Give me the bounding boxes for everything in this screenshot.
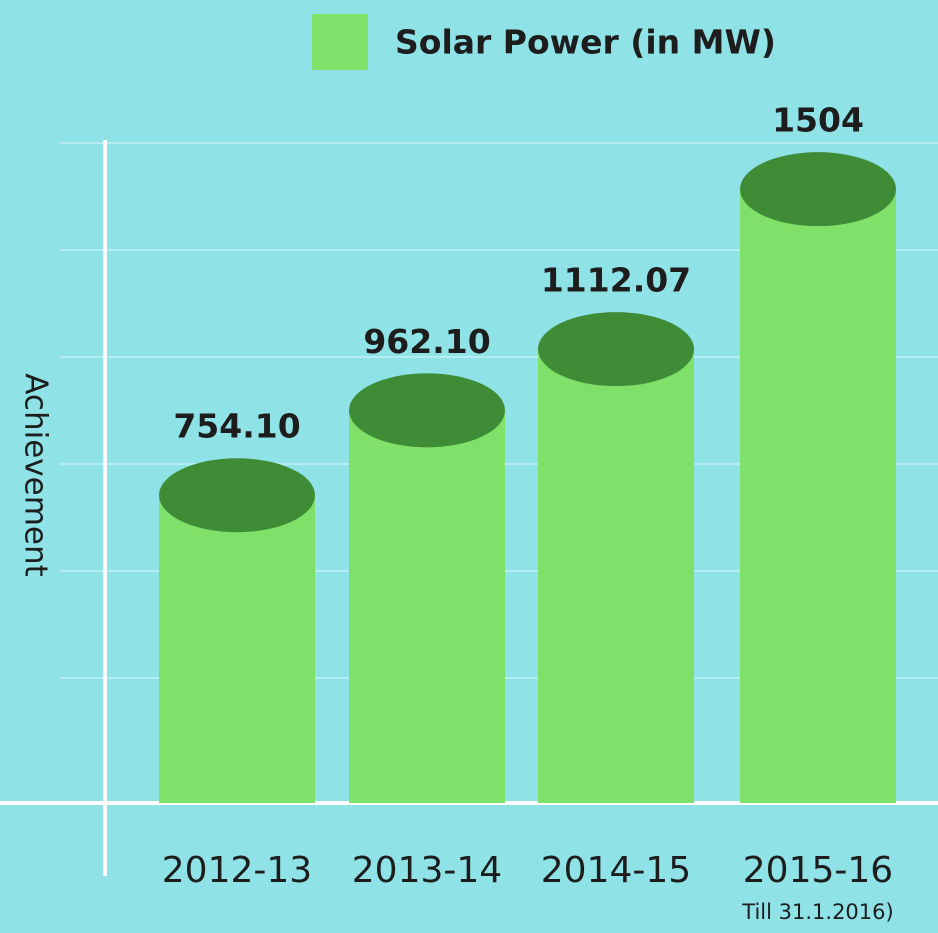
bar-top <box>159 458 315 533</box>
x-tick-label: 2012-13 <box>162 850 312 891</box>
value-label: 754.10 <box>173 407 300 446</box>
bar-top <box>538 312 694 387</box>
bar <box>349 410 505 803</box>
legend-label: Solar Power (in MW) <box>395 23 776 62</box>
value-label: 1112.07 <box>541 261 691 300</box>
value-label: 1504 <box>772 101 864 140</box>
legend-swatch <box>312 14 368 70</box>
bar-top <box>740 152 896 227</box>
x-tick-label: 2013-14 <box>352 850 502 891</box>
annotation: Till 31.1.2016) <box>741 900 893 924</box>
bar-top <box>349 373 505 448</box>
bar <box>740 189 896 803</box>
bar <box>538 349 694 803</box>
x-tick-label: 2014-15 <box>541 850 691 891</box>
x-tick-label: 2015-16 <box>743 850 893 891</box>
value-label: 962.10 <box>363 322 490 361</box>
bar <box>159 495 315 803</box>
y-axis-label: Achievement <box>18 373 54 577</box>
